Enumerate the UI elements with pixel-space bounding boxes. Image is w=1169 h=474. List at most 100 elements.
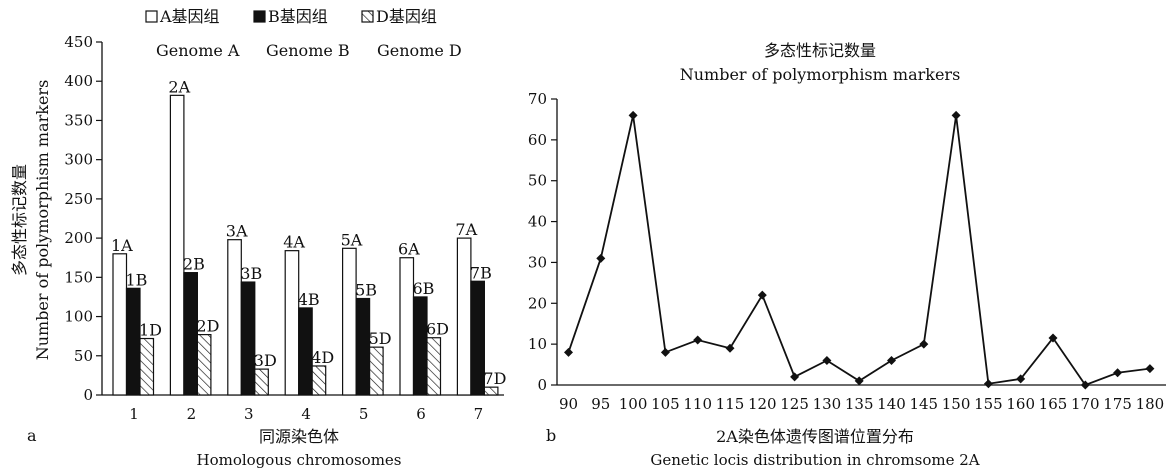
x-tick-label-b: 150 (942, 395, 971, 413)
y-tick-label-a: 200 (64, 229, 93, 247)
x-tick-label-b: 100 (619, 395, 648, 413)
y-tick-label-a: 100 (64, 308, 93, 326)
y-ticks-b: 0 10 20 30 40 50 60 70 (528, 90, 557, 394)
x-tick-label-b: 130 (813, 395, 842, 413)
bar (470, 280, 485, 396)
x-tick-label-a: 1 (129, 405, 139, 423)
x-tick-label-b: 145 (909, 395, 938, 413)
x-tick-label-a: 6 (416, 405, 426, 423)
panel-label-b: b (546, 426, 556, 445)
y-tick-label-a: 150 (64, 268, 93, 286)
bar-label: 6B (413, 279, 435, 298)
y-tick-label-b: 0 (537, 376, 547, 394)
x-tick-label-b: 90 (559, 395, 578, 413)
bar-label: 2B (183, 255, 205, 274)
bar (311, 365, 327, 396)
bar (112, 253, 128, 396)
x-axis-label-a: 同源染色体 (259, 427, 339, 446)
x-tick-label-b: 165 (1039, 395, 1068, 413)
bar (227, 239, 242, 396)
bar (196, 333, 212, 396)
bar-label: 5A (341, 230, 363, 249)
legend-label-b-en: Genome B (266, 41, 350, 60)
y-tick-label-b: 50 (528, 172, 547, 190)
x-tick-label-b: 95 (591, 395, 610, 413)
bar (240, 281, 256, 396)
y-tick-label-b: 70 (528, 90, 547, 108)
bar-label: 3A (226, 222, 248, 241)
bar-label: 2A (168, 77, 190, 96)
y-tick-label-a: 50 (74, 347, 93, 365)
y-tick-label-b: 20 (528, 294, 547, 312)
data-point (854, 376, 864, 386)
legend-swatch-b (253, 10, 266, 23)
chart-title-b: 多态性标记数量 (764, 41, 876, 60)
x-tick-label-b: 125 (780, 395, 809, 413)
y-tick-label-b: 60 (528, 131, 547, 149)
bar (342, 247, 357, 396)
y-tick-label-a: 250 (64, 190, 93, 208)
data-point (822, 355, 832, 365)
x-tick-label-b: 160 (1006, 395, 1035, 413)
legend-label-a-en: Genome A (156, 41, 240, 60)
bar-label: 7B (470, 263, 492, 282)
x-tick-label-a: 3 (244, 405, 254, 423)
y-tick-label-a: 300 (64, 151, 93, 169)
bar-label: 1D (139, 321, 162, 340)
y-tick-label-b: 10 (528, 335, 547, 353)
y-axis-label-a: 多态性标记数量 (10, 164, 29, 276)
data-point (1080, 380, 1090, 390)
y-tick-label-b: 40 (528, 213, 547, 231)
x-tick-label-b: 115 (716, 395, 745, 413)
legend-swatch-d (361, 10, 374, 23)
x-tick-label-a: 2 (187, 405, 197, 423)
bar-chart-panel-a: 0 50 100 150 200 250 300 350 400 450 1 2 3 4 5 6 7 1A 1B… (10, 7, 506, 469)
y-tick-label-b: 30 (528, 253, 547, 271)
x-tick-label-b: 120 (748, 395, 777, 413)
legend-label-d: D基因组 (376, 7, 437, 26)
bar-label: 6A (398, 240, 420, 259)
y-tick-label-a: 400 (64, 72, 93, 90)
legend-a: A基因组 B基因组 D基因组 Genome A Genome B Genome … (145, 7, 462, 60)
bar (169, 94, 185, 396)
x-tick-label-b: 135 (845, 395, 874, 413)
legend-label-d-en: Genome D (377, 41, 462, 60)
x-tick-label-a: 5 (359, 405, 369, 423)
data-point (919, 339, 929, 349)
bar (183, 272, 198, 396)
bar (125, 287, 141, 396)
data-point (725, 343, 735, 353)
bar-label: 7A (455, 220, 477, 239)
bars-a: 1A 1B 1D 2A 2B 2D 3A 3B 3D 4A 4B 4D 5A 5B 5D 6A 6B 6D 7A 7B… (111, 77, 506, 396)
y-ticks-a: 0 50 100 150 200 250 300 350 400 450 (64, 33, 102, 404)
bar (399, 257, 415, 396)
y-tick-label-a: 0 (83, 386, 93, 404)
y-tick-label-a: 450 (64, 33, 93, 51)
bar-label: 6D (426, 320, 449, 339)
bar (298, 307, 313, 396)
series-line-b (564, 110, 1155, 390)
bar-label: 5B (355, 281, 377, 300)
x-tick-label-b: 180 (1136, 395, 1165, 413)
data-point (693, 335, 703, 345)
legend-label-a: A基因组 (159, 7, 220, 26)
data-point (660, 347, 670, 357)
x-tick-label-b: 155 (974, 395, 1003, 413)
data-point (596, 253, 606, 263)
bar-label: 2D (196, 317, 219, 336)
data-point (564, 347, 573, 357)
legend-swatch-a (145, 10, 158, 23)
bar-label: 4A (283, 233, 305, 252)
bar (483, 386, 499, 396)
x-tick-label-b: 110 (683, 395, 712, 413)
bar-label: 3B (240, 264, 262, 283)
series-line (567, 115, 1151, 387)
data-point (757, 290, 767, 300)
bar-label: 5D (369, 329, 392, 348)
bar-label: 4B (298, 290, 320, 309)
data-point (983, 379, 993, 389)
data-point (1016, 374, 1026, 384)
x-axis-label-b: 2A染色体遗传图谱位置分布 (716, 427, 914, 446)
x-axis-label-a-en: Homologous chromosomes (197, 451, 402, 469)
